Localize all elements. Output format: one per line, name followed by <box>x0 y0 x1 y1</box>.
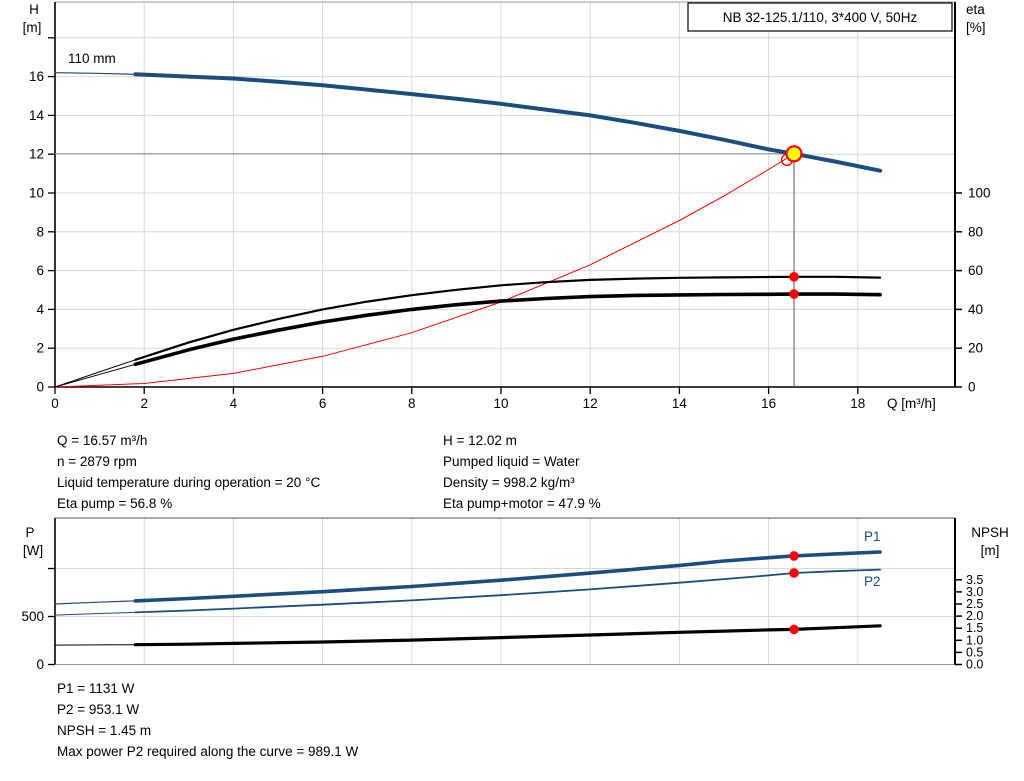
p-axis-unit: [W] <box>23 543 43 558</box>
info-pumped-liquid: Pumped liquid = Water <box>443 454 580 469</box>
p-axis-title: P <box>25 525 34 540</box>
duty-point-marker[interactable] <box>785 145 803 163</box>
eta-tick-label: 100 <box>968 186 991 201</box>
q-axis-title: Q [m³/h] <box>887 396 936 411</box>
q-tick-label: 18 <box>850 396 865 411</box>
info-max-power: Max power P2 required along the curve = … <box>57 744 359 759</box>
npsh-tick-label: 2.5 <box>966 597 983 611</box>
p1-series-label: P1 <box>864 529 881 544</box>
npsh-tick-label: 0.0 <box>966 658 983 672</box>
info-h: H = 12.02 m <box>443 433 517 448</box>
q-tick-label: 4 <box>230 396 238 411</box>
info-npsh: NPSH = 1.45 m <box>57 723 151 738</box>
eta-axis-unit: [%] <box>966 20 986 35</box>
eta-tick-label: 0 <box>968 380 976 395</box>
h-tick-label: 14 <box>29 108 45 123</box>
npsh-tick-label: 3.0 <box>966 585 983 599</box>
info-eta-pump: Eta pump = 56.8 % <box>57 496 172 511</box>
eta-pump-duty-dot <box>789 272 799 282</box>
pump-title-box <box>687 2 953 32</box>
eta-tick-label: 80 <box>968 224 983 239</box>
q-tick-label: 16 <box>761 396 776 411</box>
eta-pump-curve <box>134 275 882 361</box>
info-p1: P1 = 1131 W <box>57 681 135 696</box>
h-axis-unit: [m] <box>23 20 42 35</box>
p2-series-label: P2 <box>864 574 881 589</box>
info-p2: P2 = 953.1 W <box>57 702 139 717</box>
pump-curve-110mm-lead <box>54 72 136 75</box>
npsh-tick-label: 1.0 <box>966 633 983 647</box>
p1-duty-dot <box>789 551 799 561</box>
h-tick-label: 12 <box>29 147 44 162</box>
q-tick-label: 2 <box>140 396 148 411</box>
info-block-top: Q = 16.57 m³/h n = 2879 rpm Liquid tempe… <box>57 433 601 511</box>
h-tick-label: 6 <box>36 263 44 278</box>
eta-pump-curve-lead <box>54 359 136 388</box>
h-tick-label: 8 <box>36 224 44 239</box>
info-liquid-temp: Liquid temperature during operation = 20… <box>57 475 320 490</box>
qh-chart-labels: NB 32-125.1/110, 3*400 V, 50Hz H [m] eta… <box>23 2 986 411</box>
q-tick-label: 12 <box>583 396 598 411</box>
npsh-duty-dot <box>789 624 799 635</box>
p2-duty-dot <box>789 568 799 578</box>
info-n: n = 2879 rpm <box>57 454 137 469</box>
npsh-tick-label: 3.5 <box>966 573 983 587</box>
impeller-size-label: 110 mm <box>68 51 116 66</box>
eta-pump-motor-curve <box>133 292 882 367</box>
eta-tick-label: 40 <box>968 302 983 317</box>
eta-pump-motor-curve-lead <box>54 363 136 388</box>
q-tick-label: 0 <box>51 396 59 411</box>
p-tick-label: 0 <box>36 657 44 672</box>
h-tick-label: 4 <box>36 302 44 317</box>
pump-curve-110mm <box>133 72 883 173</box>
h-axis-title: H <box>29 2 39 17</box>
q-tick-label: 8 <box>408 396 416 411</box>
p1-curve-lead <box>54 600 136 605</box>
npsh-axis-title: NPSH <box>971 525 1009 540</box>
info-eta-pump-motor: Eta pump+motor = 47.9 % <box>443 496 601 511</box>
info-block-bottom: P1 = 1131 W P2 = 953.1 W NPSH = 1.45 m M… <box>57 681 359 759</box>
eta-axis-title: eta <box>966 2 985 17</box>
pump-title-text: NB 32-125.1/110, 3*400 V, 50Hz <box>723 10 918 25</box>
npsh-tick-label: 0.5 <box>966 645 983 659</box>
p2-curve-lead <box>54 611 136 616</box>
h-tick-label: 0 <box>36 380 44 395</box>
npsh-axis-unit: [m] <box>981 543 1000 558</box>
eta-pump-motor-duty-dot <box>789 289 799 299</box>
q-tick-label: 6 <box>319 396 327 411</box>
eta-tick-label: 20 <box>968 341 983 356</box>
q-tick-label: 14 <box>672 396 688 411</box>
info-density: Density = 998.2 kg/m³ <box>443 475 575 490</box>
info-q: Q = 16.57 m³/h <box>57 433 147 448</box>
h-tick-label: 2 <box>36 341 44 356</box>
npsh-tick-label: 2.0 <box>966 609 983 623</box>
h-tick-label: 16 <box>29 69 44 84</box>
generated-chart-layer: 0 2 4 6 8 10 12 14 16 0 2 4 6 8 10 12 14 16 18 0 20 40 60 80 100… <box>21 1 991 672</box>
eta-tick-label: 60 <box>968 263 983 278</box>
p-tick-label: 500 <box>21 609 44 624</box>
npsh-tick-label: 1.5 <box>966 621 983 635</box>
power-chart-labels: P [W] NPSH [m] P1 P2 <box>23 525 1009 589</box>
q-tick-label: 10 <box>493 396 508 411</box>
h-tick-label: 10 <box>29 186 44 201</box>
